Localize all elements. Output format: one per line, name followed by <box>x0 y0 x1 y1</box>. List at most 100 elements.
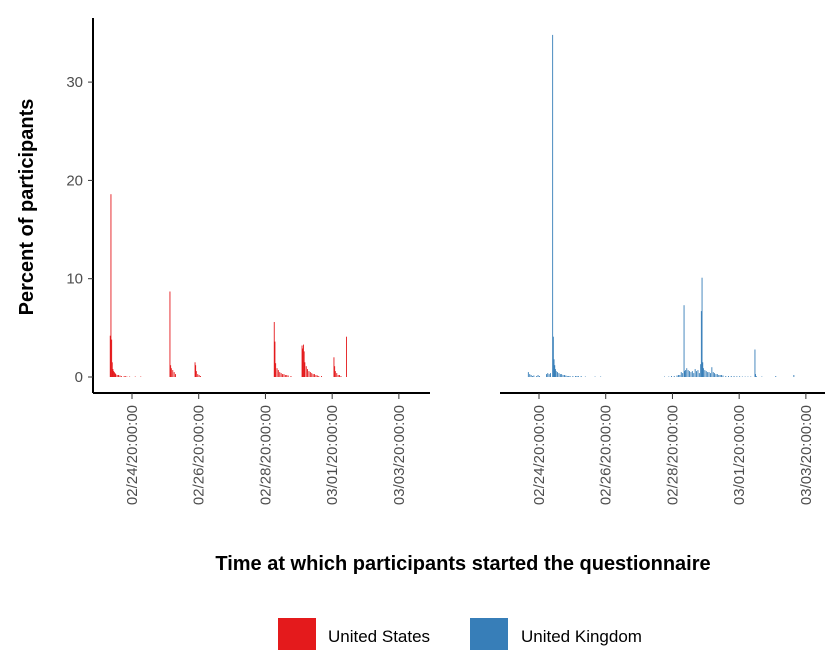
bar <box>290 376 292 377</box>
bar <box>527 372 529 377</box>
legend: United States United Kingdom <box>278 618 642 650</box>
bar <box>676 375 678 377</box>
bar <box>303 351 305 377</box>
bar <box>170 365 172 377</box>
bar <box>700 311 702 377</box>
bar <box>687 370 689 377</box>
legend-swatch-united-kingdom <box>470 618 508 650</box>
bar <box>565 375 567 377</box>
bar <box>694 369 696 377</box>
bar <box>721 375 722 377</box>
bar <box>195 371 197 377</box>
bar <box>553 359 555 377</box>
x-tick-label: 03/01/20:00:00 <box>324 405 341 505</box>
bar <box>537 375 539 377</box>
y-tick-label: 30 <box>66 74 83 91</box>
bar <box>711 367 713 377</box>
bar <box>279 372 281 377</box>
bar <box>284 375 286 377</box>
bar <box>115 374 117 377</box>
y-tick-label: 0 <box>75 369 83 386</box>
bar <box>755 374 756 377</box>
x-tick-label: 03/03/20:00:00 <box>391 405 408 505</box>
bar <box>722 375 724 377</box>
bar <box>277 370 279 377</box>
bar <box>337 375 339 377</box>
bar <box>575 376 576 377</box>
bar <box>529 374 531 377</box>
bar <box>276 368 278 377</box>
bar <box>594 376 596 377</box>
bar <box>703 368 704 377</box>
x-tick-label: 02/28/20:00:00 <box>257 405 274 505</box>
bar <box>530 375 532 377</box>
bar <box>708 372 710 377</box>
bar <box>744 376 746 377</box>
bar <box>321 376 322 377</box>
bar <box>123 376 125 377</box>
x-tick-label: 02/24/20:00:00 <box>124 405 141 505</box>
bar <box>696 371 697 377</box>
bar <box>685 370 686 377</box>
bar <box>536 376 538 377</box>
bar <box>548 374 550 377</box>
bar <box>671 376 672 377</box>
bar <box>580 376 582 377</box>
bar <box>741 376 743 377</box>
bar <box>710 373 711 377</box>
bar <box>733 376 735 377</box>
bar <box>172 370 174 377</box>
y-axis: 0 10 20 30 <box>66 18 94 393</box>
bar <box>307 369 308 377</box>
x-tick-label: 02/24/20:00:00 <box>531 405 548 505</box>
bar <box>274 341 276 377</box>
bar <box>761 376 763 377</box>
y-tick-label: 10 <box>66 271 83 288</box>
bar <box>572 376 574 377</box>
bar <box>747 376 749 377</box>
bar <box>678 375 679 377</box>
bar <box>679 375 681 377</box>
bar <box>194 362 196 377</box>
bar <box>559 374 561 377</box>
bar <box>129 376 131 377</box>
bar <box>113 372 115 377</box>
bar <box>134 376 136 377</box>
bar <box>576 376 578 377</box>
bar <box>714 373 715 377</box>
bar <box>200 376 201 377</box>
bar <box>119 375 121 377</box>
y-tick-label: 20 <box>66 172 83 189</box>
bar <box>561 374 563 377</box>
bar <box>682 373 684 377</box>
bar <box>301 345 303 377</box>
bar <box>704 370 706 377</box>
bar <box>126 376 128 377</box>
bar <box>680 372 682 377</box>
bar <box>116 375 118 377</box>
bar <box>693 373 695 377</box>
bar <box>318 376 320 377</box>
bar <box>305 366 307 377</box>
bar <box>333 357 335 377</box>
bar <box>555 371 557 377</box>
bar <box>577 376 579 377</box>
x-tick-label: 02/26/20:00:00 <box>598 405 615 505</box>
bar <box>113 371 115 377</box>
bar <box>111 339 113 377</box>
bar <box>557 372 558 377</box>
bar <box>533 375 535 377</box>
bar <box>287 375 289 377</box>
bar <box>718 375 720 377</box>
bar <box>304 362 306 377</box>
bar <box>346 336 347 377</box>
bar <box>336 373 338 377</box>
bar <box>280 373 282 377</box>
bar <box>282 374 283 377</box>
bar <box>334 366 336 377</box>
bar <box>793 375 795 377</box>
x-tick-label: 03/01/20:00:00 <box>731 405 748 505</box>
bar <box>552 336 554 377</box>
bar <box>689 371 690 377</box>
